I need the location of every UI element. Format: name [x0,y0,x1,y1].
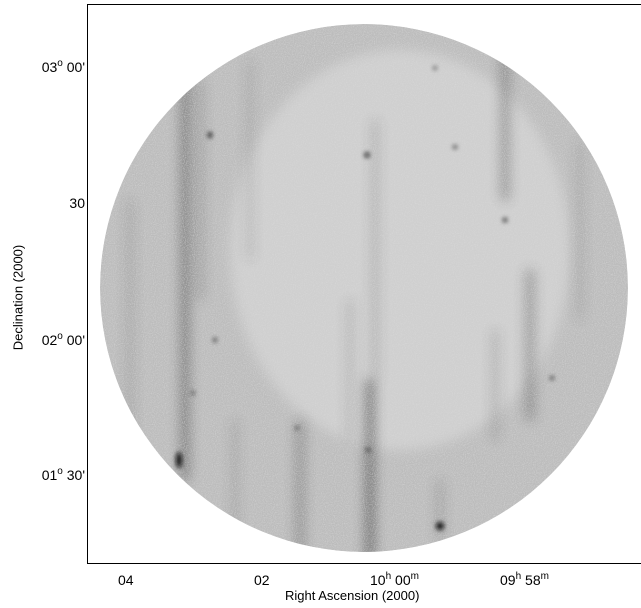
x-tick-label: 04 [118,572,134,588]
plot-frame [87,4,641,564]
radio-source [191,391,195,395]
radio-source [433,66,437,70]
y-axis-label: Declination (2000) [10,244,26,351]
y-tick-label: 03o 00' [41,58,85,75]
radio-source [453,145,457,149]
radio-source [213,338,217,342]
radio-source [550,376,554,380]
x-tick-label: 10h 00m [370,571,419,588]
y-tick-label: 02o 00' [41,331,85,348]
y-tick-label: 01o 30' [41,466,85,483]
radio-source [176,452,182,468]
x-tick-label: 09h 58m [500,571,549,588]
x-axis-label: Right Ascension (2000) [285,588,420,603]
radio-source [503,218,507,222]
radio-source [364,152,370,158]
radio-source [208,132,212,138]
point-sources [176,66,554,530]
radio-source [366,448,370,452]
x-tick-label: 02 [254,572,270,588]
radio-source [295,426,299,430]
radio-source [436,522,444,530]
y-tick-label: 30 [69,195,85,211]
